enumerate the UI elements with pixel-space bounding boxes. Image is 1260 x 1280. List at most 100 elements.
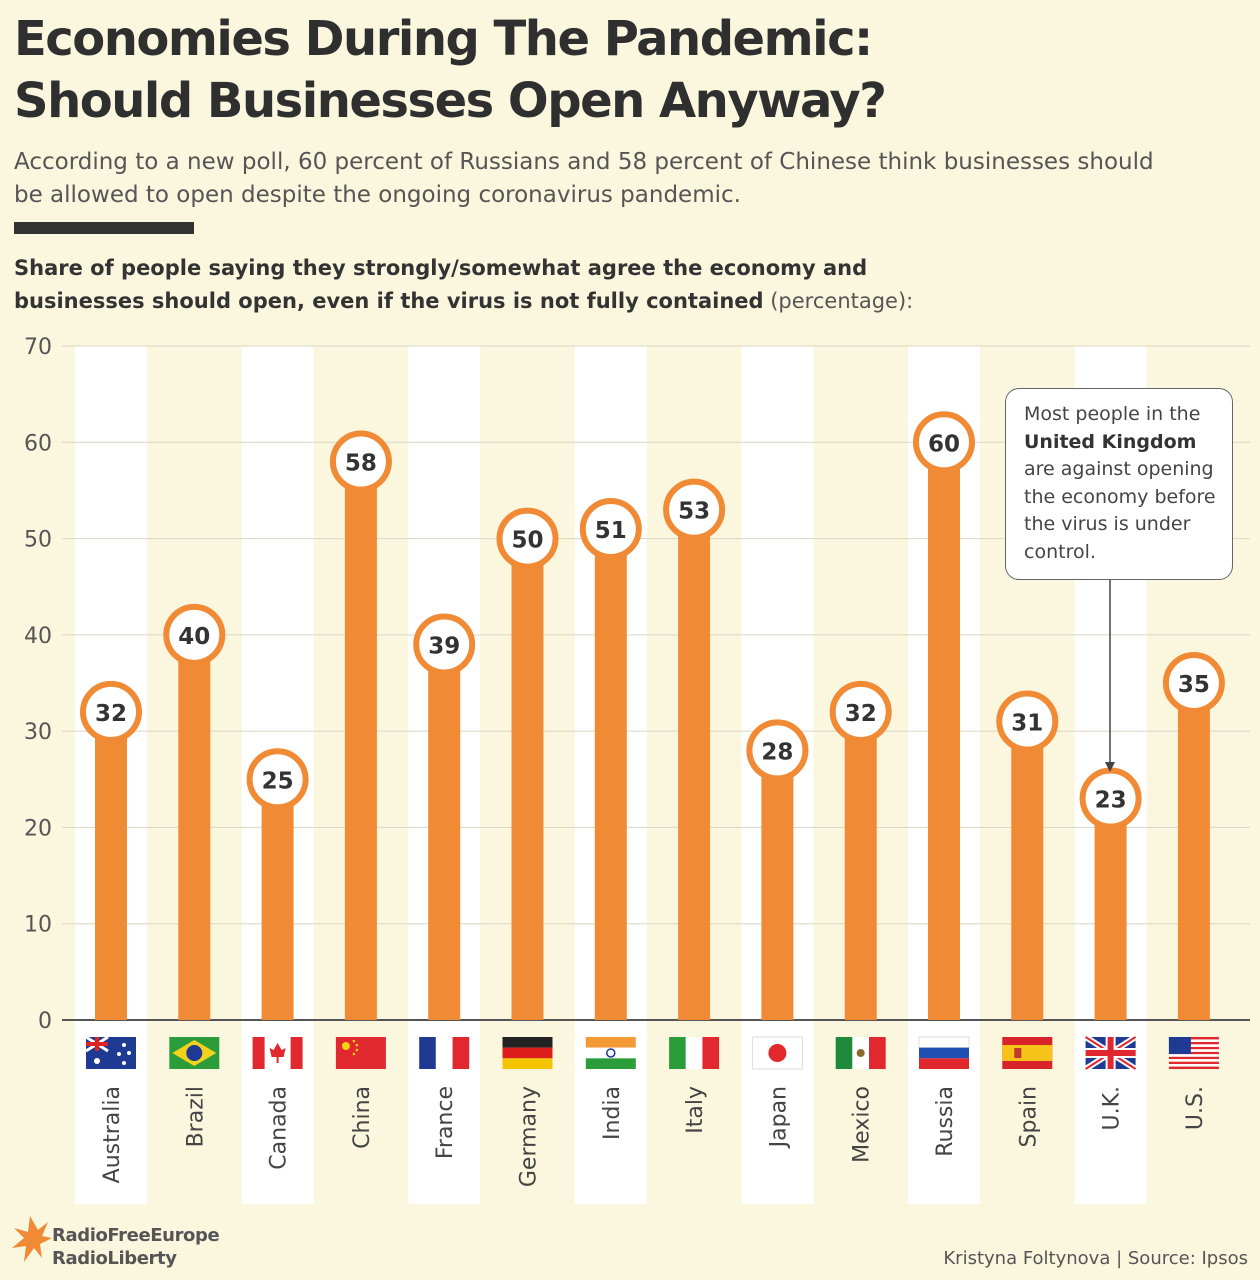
bar-brazil xyxy=(178,634,211,1020)
title-line-2: Should Businesses Open Anyway? xyxy=(14,73,887,129)
x-tick-label: Australia xyxy=(100,1086,125,1183)
subtitle: According to a new poll, 60 percent of R… xyxy=(14,146,1214,212)
x-tick-label: Brazil xyxy=(183,1086,208,1147)
data-label: 53 xyxy=(678,499,710,525)
subtitle-line-2: be allowed to open despite the ongoing c… xyxy=(14,182,741,208)
x-tick-label: Canada xyxy=(267,1086,292,1170)
x-tick-label: Spain xyxy=(1016,1086,1041,1147)
data-label: 31 xyxy=(1011,711,1043,737)
value-bubble xyxy=(579,497,642,560)
chart-description-line-2: businesses should open, even if the viru… xyxy=(14,289,764,313)
data-label: 32 xyxy=(845,701,877,727)
bar-canada xyxy=(261,779,294,1020)
bar-spain xyxy=(1011,721,1044,1020)
x-tick-label: U.S. xyxy=(1183,1086,1208,1130)
logo-line-1: RadioFreeEurope xyxy=(52,1225,220,1246)
flag-japan-icon xyxy=(751,1036,803,1070)
x-tick-label: India xyxy=(600,1086,625,1140)
data-label: 60 xyxy=(928,431,960,457)
chart-description-line-1: Share of people saying they strongly/som… xyxy=(14,256,868,280)
y-tick-label: 60 xyxy=(24,431,52,456)
flag-india-icon xyxy=(585,1037,636,1069)
flag-china-icon xyxy=(335,1037,386,1069)
x-tick-label: U.K. xyxy=(1100,1086,1125,1131)
data-label: 40 xyxy=(178,624,210,650)
value-bubble xyxy=(829,680,892,743)
value-bubble xyxy=(413,613,476,676)
chart-description: Share of people saying they strongly/som… xyxy=(14,252,1214,318)
data-label: 35 xyxy=(1178,672,1210,698)
value-bubble xyxy=(246,748,309,811)
rferl-logo-text: RadioFreeEurope RadioLiberty xyxy=(52,1224,220,1270)
flag-france-icon xyxy=(419,1037,470,1069)
uk-callout: Most people in the United Kingdom are ag… xyxy=(1005,388,1233,580)
x-tick-label: Italy xyxy=(683,1086,708,1134)
callout-arrow-head xyxy=(1105,762,1115,772)
bar-japan xyxy=(761,750,794,1020)
x-tick-label: France xyxy=(433,1086,458,1159)
x-tick-label: Russia xyxy=(933,1086,958,1157)
x-tick-label: Germany xyxy=(517,1086,542,1187)
callout-line-4: the economy before xyxy=(1024,485,1216,508)
data-label: 25 xyxy=(262,768,294,794)
bar-chart: 0 10 20 30 40 50 60 70 32 Australia 40 Brazil 25 Cana… xyxy=(24,335,1250,1204)
flag-italy-icon xyxy=(669,1037,720,1069)
value-bubble xyxy=(1162,652,1225,714)
data-label: 50 xyxy=(511,528,543,554)
bar-italy xyxy=(678,509,711,1020)
y-tick-label: 70 xyxy=(24,335,52,360)
flag-mexico-icon xyxy=(835,1037,886,1069)
callout-line-2: United Kingdom xyxy=(1024,430,1197,453)
bar-russia xyxy=(928,442,960,1020)
title-divider xyxy=(14,222,194,234)
y-tick-label: 10 xyxy=(24,913,52,938)
subtitle-line-1: According to a new poll, 60 percent of R… xyxy=(14,149,1154,175)
flag-australia-icon xyxy=(85,1035,136,1069)
flag-spain-icon xyxy=(1002,1037,1053,1069)
value-bubble xyxy=(496,507,559,570)
bar-uk xyxy=(1094,798,1127,1020)
bar-china xyxy=(344,461,377,1020)
value-bubble xyxy=(329,430,392,493)
data-label: 51 xyxy=(595,518,627,544)
value-bubble xyxy=(913,411,975,474)
x-tick-label: China xyxy=(350,1086,375,1149)
data-label: 23 xyxy=(1095,788,1127,814)
value-bubble xyxy=(746,719,809,782)
value-bubble xyxy=(163,603,226,666)
chart-description-unit: (percentage): xyxy=(770,289,914,313)
flag-uk-icon xyxy=(1083,1034,1138,1072)
bar-germany xyxy=(511,538,544,1020)
value-bubble xyxy=(996,690,1059,753)
bar-france xyxy=(428,644,461,1020)
bar-australia xyxy=(95,711,127,1020)
y-tick-label: 30 xyxy=(24,720,52,745)
logo-line-2: RadioLiberty xyxy=(52,1248,177,1269)
value-bubble xyxy=(663,478,726,541)
value-bubble xyxy=(80,680,142,743)
y-tick-label: 50 xyxy=(24,528,52,553)
data-label: 32 xyxy=(95,701,127,727)
flag-us-icon xyxy=(1168,1037,1219,1069)
y-tick-label: 20 xyxy=(24,816,52,841)
page-title: Economies During The Pandemic: Should Bu… xyxy=(14,8,1234,132)
flag-russia-icon xyxy=(918,1036,970,1069)
callout-line-3: are against opening xyxy=(1024,458,1214,480)
data-label: 58 xyxy=(345,451,377,477)
data-label: 28 xyxy=(761,739,793,765)
x-tick-label: Japan xyxy=(766,1086,791,1149)
flag-brazil-icon xyxy=(169,1037,220,1069)
callout-line-5: the virus is under xyxy=(1024,513,1191,535)
callout-line-6: control. xyxy=(1024,540,1096,563)
x-tick-label: Mexico xyxy=(850,1086,875,1163)
data-label: 39 xyxy=(428,633,460,659)
y-tick-label: 0 xyxy=(38,1009,52,1034)
flag-canada-icon xyxy=(252,1037,303,1069)
title-line-1: Economies During The Pandemic: xyxy=(14,11,873,67)
rferl-logo-icon xyxy=(12,1216,52,1262)
y-tick-label: 40 xyxy=(24,624,52,649)
source-credit: Kristyna Foltynova | Source: Ipsos xyxy=(943,1248,1248,1269)
bar-india xyxy=(594,528,627,1020)
callout-line-1: Most people in the xyxy=(1024,403,1201,425)
bar-mexico xyxy=(844,711,877,1020)
